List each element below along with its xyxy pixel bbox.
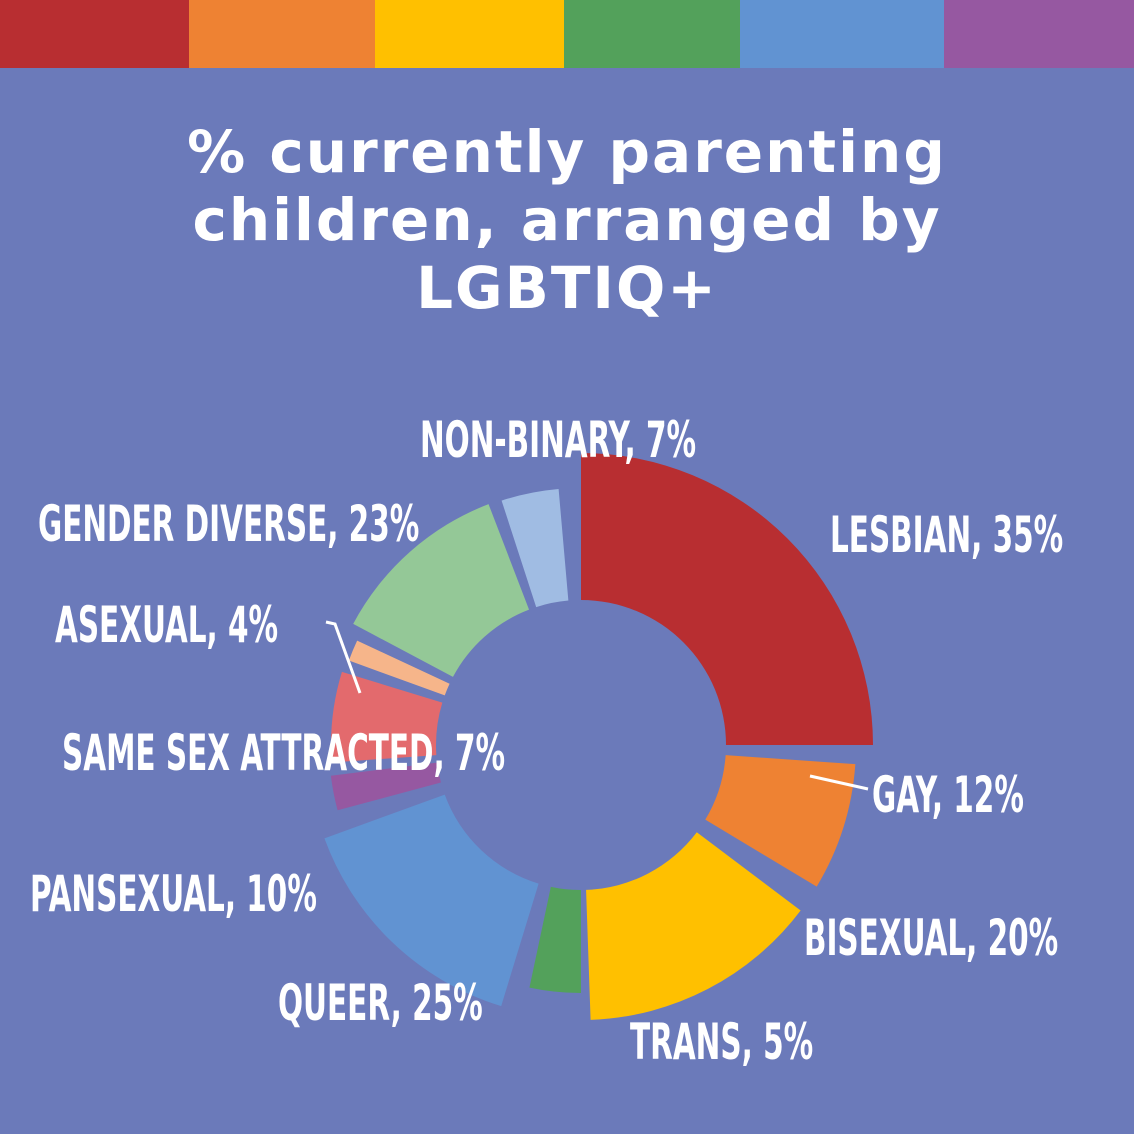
label-gender-diverse: GENDER DIVERSE, 23% — [38, 495, 419, 553]
label-asexual: ASEXUAL, 4% — [55, 596, 278, 654]
stripe-4 — [564, 0, 740, 68]
rainbow-stripe-bar — [0, 0, 1134, 68]
chart-title: % currently parenting children, arranged… — [0, 118, 1134, 322]
leader-line-asexual — [325, 620, 362, 694]
slice-gender-diverse — [353, 504, 530, 677]
slice-bisexual — [586, 832, 801, 1020]
title-line-3: LGBTIQ+ — [416, 254, 718, 322]
stripe-2 — [189, 0, 375, 68]
stripe-3 — [375, 0, 564, 68]
slice-non-binary — [501, 488, 569, 608]
stripe-1 — [0, 0, 189, 68]
slice-same-sex-attracted — [330, 671, 443, 763]
slice-lesbian — [581, 453, 873, 745]
label-lesbian: LESBIAN, 35% — [830, 506, 1063, 564]
title-line-1: % currently parenting — [187, 118, 947, 186]
label-trans: TRANS, 5% — [630, 1013, 813, 1071]
label-bisexual: BISEXUAL, 20% — [804, 909, 1058, 967]
label-gay: GAY, 12% — [872, 766, 1024, 824]
slice-pansexual — [330, 762, 441, 811]
leader-line-gay — [809, 774, 869, 791]
label-same-sex-attracted: SAME SEX ATTRACTED, 7% — [62, 724, 505, 782]
stripe-6 — [944, 0, 1134, 68]
stripe-5 — [740, 0, 944, 68]
slice-asexual — [348, 640, 450, 696]
label-pansexual: PANSEXUAL, 10% — [30, 865, 317, 923]
label-non-binary: NON-BINARY, 7% — [420, 411, 696, 469]
title-line-2: children, arranged by — [192, 186, 942, 254]
slice-gay — [705, 755, 856, 887]
label-queer: QUEER, 25% — [278, 974, 483, 1032]
slice-trans — [529, 886, 581, 993]
slice-queer — [324, 794, 539, 1007]
